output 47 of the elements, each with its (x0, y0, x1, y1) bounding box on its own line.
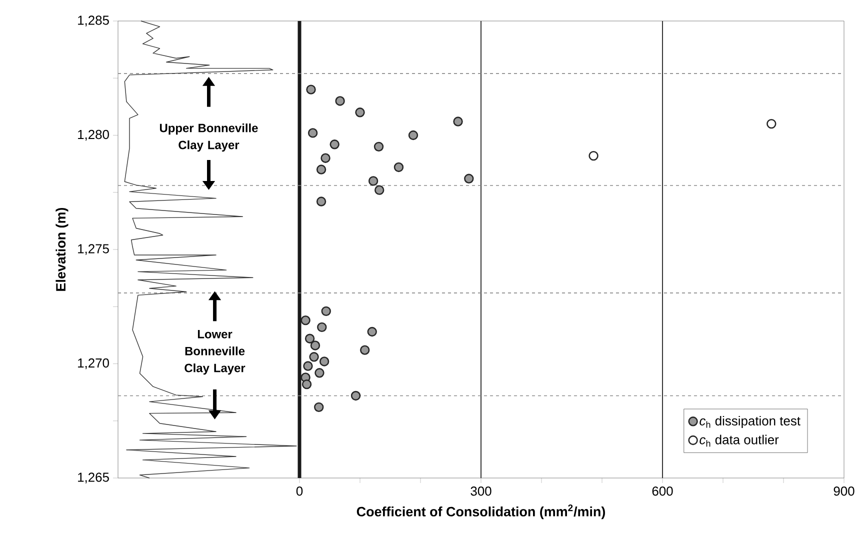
x-axis-title: Coefficient of Consolidation (mm$^{2}$/min) (356, 504, 605, 520)
x-tick-label: 300 (470, 486, 492, 496)
point (314, 402, 324, 412)
point (314, 368, 324, 378)
x-tick-label: 0 (296, 486, 303, 496)
point (300, 315, 310, 326)
point (330, 140, 340, 150)
point (766, 118, 776, 129)
point (310, 340, 320, 350)
point (306, 84, 316, 94)
point (321, 306, 331, 316)
y-tick-label: 1,270 (78, 358, 109, 370)
point (309, 352, 319, 362)
x-tick-label: 600 (652, 486, 673, 496)
point (320, 153, 330, 163)
point (308, 128, 318, 138)
annotation: Lower Bonneville Clay Layer (184, 330, 246, 375)
point (304, 334, 315, 344)
annotation: Upper Bonneville Clay Layer (160, 124, 258, 152)
point (335, 96, 345, 106)
point (367, 326, 377, 337)
point (350, 390, 361, 401)
x-tick-label: 900 (834, 486, 854, 496)
y-tick-label: 1,265 (78, 472, 109, 484)
legend-label: c$_{h}$ data outlier (700, 434, 779, 447)
point (355, 108, 365, 118)
point (374, 185, 384, 195)
point (408, 130, 418, 140)
point (464, 174, 474, 184)
point (302, 379, 312, 390)
line-series (124, 20, 297, 478)
legend-label: c$_{h}$ dissipation test (700, 416, 800, 428)
point (303, 361, 313, 371)
point (316, 164, 326, 174)
point (374, 142, 384, 152)
point (453, 116, 463, 126)
point (316, 196, 326, 206)
point (588, 150, 598, 161)
point (394, 162, 404, 172)
y-axis-title: Elevation (m) (56, 208, 68, 291)
y-tick-label: 1,280 (78, 130, 109, 141)
point (319, 356, 330, 366)
point (317, 322, 327, 332)
y-tick-label: 1,285 (78, 16, 109, 26)
y-tick-label: 1,275 (78, 244, 109, 255)
point (360, 345, 370, 355)
point (368, 176, 378, 186)
